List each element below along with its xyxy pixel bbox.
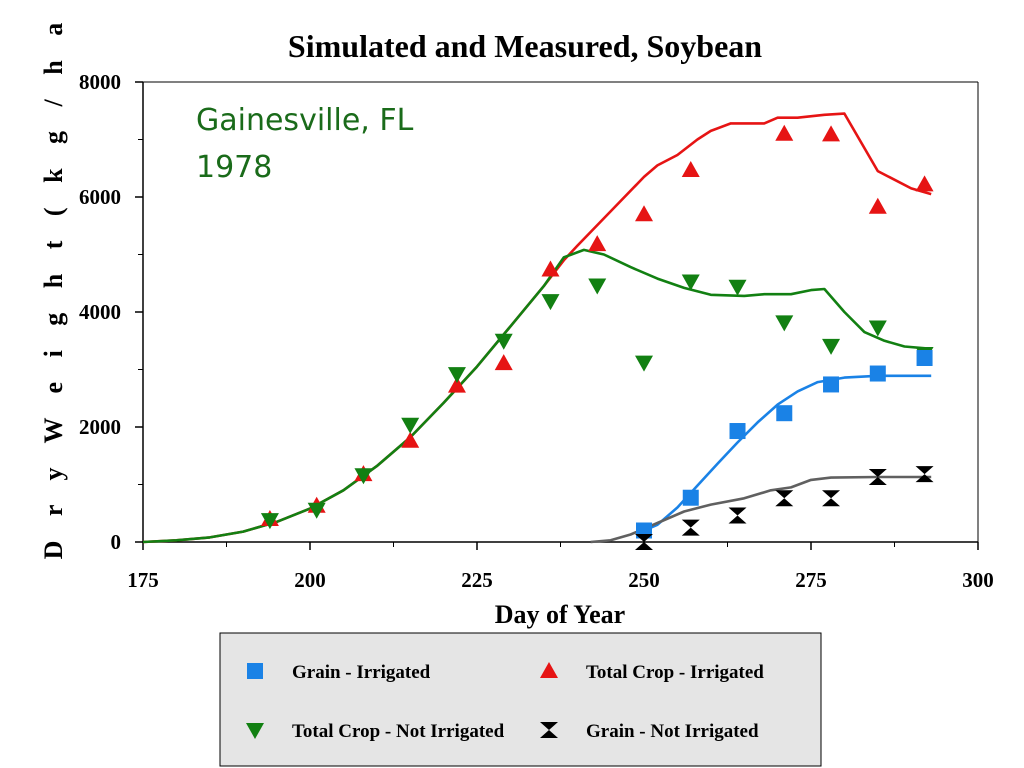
y-tick-label: 4000 bbox=[79, 300, 121, 324]
legend-label: Grain - Irrigated bbox=[292, 662, 431, 683]
marker-triangle-up bbox=[915, 175, 934, 192]
legend-marker-hourglass bbox=[540, 722, 558, 738]
marker-triangle-up bbox=[494, 354, 513, 371]
marker-triangle-up bbox=[681, 160, 700, 177]
legend: Grain - Irrigated Total Crop - Irrigated T… bbox=[219, 632, 822, 767]
x-tick-label: 300 bbox=[962, 568, 994, 592]
marker-triangle-down bbox=[307, 502, 326, 519]
annotation-location: Gainesville, FL bbox=[196, 103, 414, 138]
x-tick-label: 250 bbox=[628, 568, 660, 592]
x-tick-label: 200 bbox=[294, 568, 326, 592]
marker-triangle-down bbox=[868, 320, 887, 337]
marker-triangle-up bbox=[868, 197, 887, 214]
marker-hourglass bbox=[822, 490, 841, 507]
x-tick-label: 175 bbox=[127, 568, 159, 592]
marker-square bbox=[916, 350, 933, 366]
marker-hourglass bbox=[775, 490, 794, 507]
marker-square bbox=[729, 423, 746, 440]
marker-triangle-down bbox=[728, 279, 747, 296]
chart-title: Simulated and Measured, Soybean bbox=[288, 28, 762, 64]
marker-triangle-up bbox=[401, 431, 420, 448]
marker-triangle-down bbox=[401, 417, 420, 434]
marker-triangle-up bbox=[541, 260, 560, 277]
simulated-lines bbox=[142, 112, 932, 544]
x-tick-label: 225 bbox=[461, 568, 493, 592]
marker-hourglass bbox=[681, 519, 700, 536]
marker-square bbox=[823, 376, 840, 393]
marker-triangle-up bbox=[822, 125, 841, 142]
marker-triangle-up bbox=[588, 235, 607, 252]
annotation-year: 1978 bbox=[196, 150, 272, 185]
marker-hourglass bbox=[635, 534, 653, 550]
marker-triangle-down bbox=[447, 367, 466, 384]
y-tick-label: 2000 bbox=[79, 415, 121, 439]
series-line-sim-grain-not-irrigated bbox=[590, 475, 932, 544]
marker-triangle-down bbox=[354, 468, 373, 485]
marker-hourglass bbox=[728, 507, 747, 524]
marker-triangle-down bbox=[775, 315, 794, 332]
marker-triangle-up bbox=[775, 124, 794, 141]
legend-marker-triangle-up bbox=[540, 662, 558, 678]
y-tick-label: 8000 bbox=[79, 70, 121, 94]
measured-markers bbox=[260, 124, 934, 550]
marker-triangle-down bbox=[635, 355, 653, 372]
marker-triangle-down bbox=[822, 338, 841, 355]
legend-label: Total Crop - Irrigated bbox=[586, 662, 764, 683]
marker-triangle-down bbox=[681, 274, 700, 291]
legend-label: Grain - Not Irrigated bbox=[586, 721, 759, 742]
marker-square bbox=[776, 405, 793, 422]
legend-label: Total Crop - Not Irrigated bbox=[292, 721, 505, 742]
marker-triangle-up bbox=[447, 376, 466, 393]
x-axis-label: Day of Year bbox=[495, 600, 625, 629]
marker-triangle-down bbox=[494, 333, 513, 350]
y-axis-label: D r y W e i g h t ( k g / h a ) bbox=[39, 0, 68, 559]
marker-triangle-up bbox=[635, 205, 653, 222]
y-tick-label: 6000 bbox=[79, 185, 121, 209]
series-line-total-not-irrigated bbox=[142, 248, 932, 544]
y-tick-label: 0 bbox=[111, 530, 122, 554]
marker-square bbox=[869, 365, 886, 382]
marker-triangle-down bbox=[541, 294, 560, 311]
x-tick-label: 275 bbox=[795, 568, 827, 592]
legend-marker-triangle-down bbox=[246, 723, 264, 739]
marker-triangle-down bbox=[260, 513, 279, 530]
marker-square bbox=[682, 489, 699, 506]
series-line-grain-irrigated bbox=[636, 374, 932, 535]
marker-hourglass bbox=[915, 466, 934, 483]
legend-marker-square bbox=[247, 663, 263, 679]
marker-triangle-down bbox=[588, 278, 607, 295]
marker-hourglass bbox=[868, 469, 887, 486]
legend-box bbox=[219, 632, 822, 767]
axis-ticks: 175 200 225 250 275 300 0 2000 4000 6000 8000 bbox=[79, 70, 994, 592]
